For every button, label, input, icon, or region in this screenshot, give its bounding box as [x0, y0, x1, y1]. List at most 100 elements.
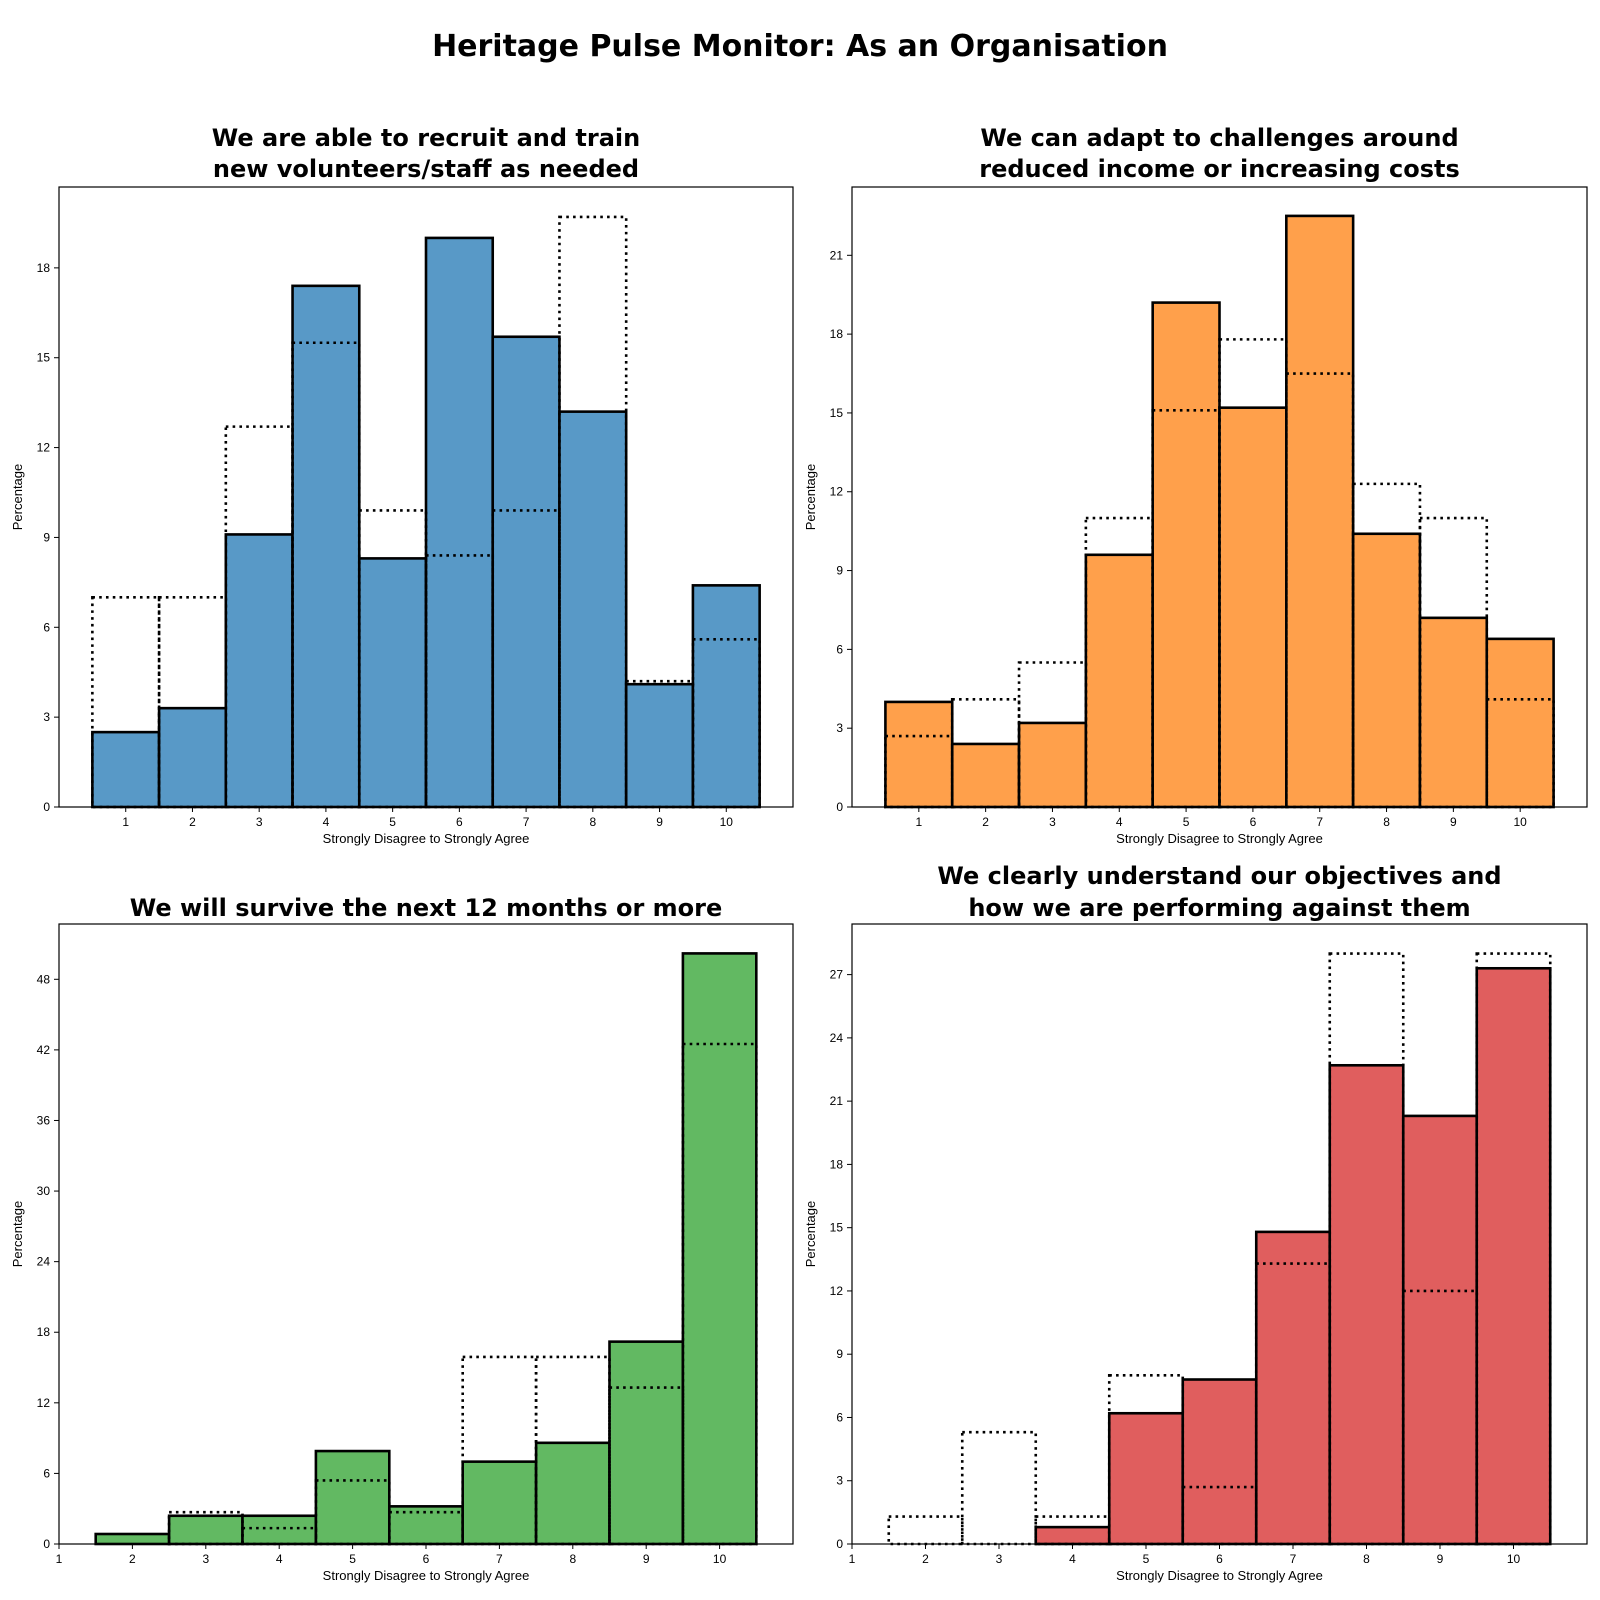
- panel-title-line: new volunteers/staff as needed: [213, 155, 639, 183]
- y-axis-label: Percentage: [10, 464, 25, 531]
- y-axis-label: Percentage: [803, 464, 818, 531]
- comparison-bar-6: [1218, 338, 1288, 809]
- x-tick-label: 7: [523, 815, 530, 829]
- x-tick-label: 8: [1383, 815, 1390, 829]
- comparison-bar-4: [291, 341, 361, 809]
- bar-7: [491, 335, 561, 809]
- bar-9: [608, 1340, 685, 1546]
- y-tick-label: 36: [37, 1113, 51, 1127]
- y-tick-label: 18: [37, 261, 51, 275]
- x-tick-label: 7: [1290, 1552, 1297, 1566]
- y-tick-label: 3: [836, 721, 843, 735]
- y-tick-label: 21: [830, 1094, 844, 1108]
- bar-10: [681, 952, 758, 1546]
- bar-9: [624, 682, 695, 809]
- panel-title-line: how we are performing against them: [968, 894, 1470, 922]
- bar-4: [1084, 553, 1154, 809]
- x-tick-label: 5: [349, 1552, 356, 1566]
- x-tick-label: 5: [1143, 1552, 1150, 1566]
- bars-current: [94, 952, 758, 1546]
- y-tick-label: 24: [37, 1255, 51, 1269]
- bar-4: [1034, 1525, 1111, 1546]
- x-tick-label: 10: [1507, 1552, 1521, 1566]
- bar-2: [94, 1532, 171, 1546]
- x-tick-label: 6: [423, 1552, 430, 1566]
- bar-10: [691, 584, 761, 809]
- bar-7: [461, 1460, 538, 1546]
- axes-frame: [851, 186, 1588, 808]
- bar-9: [1401, 1114, 1479, 1546]
- y-tick-label: 6: [43, 620, 50, 634]
- x-tick-label: 3: [202, 1552, 209, 1566]
- bar-8: [1351, 532, 1422, 809]
- x-tick-label: 10: [713, 1552, 727, 1566]
- x-tick-label: 6: [1250, 815, 1257, 829]
- x-tick-label: 2: [982, 815, 989, 829]
- x-tick-label: 9: [643, 1552, 650, 1566]
- y-tick-label: 12: [830, 1284, 844, 1298]
- x-tick-label: 2: [129, 1552, 136, 1566]
- bar-2: [157, 706, 228, 809]
- chart-panel-2: We can adapt to challenges around reduced…: [803, 124, 1588, 846]
- bar-6: [1218, 406, 1288, 809]
- x-tick-label: 4: [1116, 815, 1123, 829]
- bar-3: [1017, 721, 1088, 809]
- comparison-bar-7: [1285, 372, 1355, 809]
- y-tick-label: 9: [836, 564, 843, 578]
- y-tick-label: 12: [37, 1396, 51, 1410]
- y-tick-label: 12: [37, 441, 51, 455]
- bar-5: [314, 1449, 391, 1546]
- y-tick-label: 9: [43, 530, 50, 544]
- x-tick-label: 4: [1069, 1552, 1076, 1566]
- y-tick-label: 21: [830, 248, 844, 262]
- y-tick-label: 0: [43, 1537, 50, 1551]
- chart-panel-4: We clearly understand our objectives and…: [803, 862, 1588, 1583]
- bar-3: [167, 1514, 244, 1546]
- y-tick-label: 0: [836, 800, 843, 814]
- chart-panel-3: We will survive the next 12 months or mo…: [10, 894, 794, 1583]
- bar-5: [1151, 301, 1221, 809]
- bar-7: [1254, 1230, 1332, 1546]
- bar-8: [558, 410, 628, 809]
- panel-title-line: We can adapt to challenges around: [980, 124, 1458, 152]
- comparison-bar-2: [887, 1515, 964, 1546]
- bar-1: [884, 700, 954, 809]
- y-tick-label: 0: [836, 1537, 843, 1551]
- chart-panel-1: We are able to recruit and train new volu…: [10, 124, 794, 846]
- bar-8: [534, 1441, 611, 1546]
- x-axis-label: Strongly Disagree to Strongly Agree: [1116, 1568, 1323, 1583]
- comparison-bar-6: [424, 554, 495, 809]
- y-tick-label: 6: [43, 1466, 50, 1480]
- panel-title-line: reduced income or increasing costs: [979, 155, 1460, 183]
- x-axis-label: Strongly Disagree to Strongly Agree: [323, 1568, 530, 1583]
- bar-9: [1418, 616, 1489, 809]
- comparison-bar-8: [558, 215, 628, 809]
- panel-title-line: We will survive the next 12 months or mo…: [130, 894, 723, 922]
- x-tick-label: 3: [1049, 815, 1056, 829]
- x-tick-label: 1: [849, 1552, 856, 1566]
- x-tick-label: 1: [915, 815, 922, 829]
- y-tick-label: 15: [37, 351, 51, 365]
- x-axis-label: Strongly Disagree to Strongly Agree: [323, 831, 530, 846]
- comparison-bar-6: [387, 1510, 464, 1546]
- y-tick-label: 9: [836, 1347, 843, 1361]
- x-tick-label: 9: [1437, 1552, 1444, 1566]
- figure-title: Heritage Pulse Monitor: As an Organisati…: [432, 29, 1168, 64]
- comparison-bar-3: [960, 1430, 1038, 1546]
- y-tick-label: 18: [830, 1157, 844, 1171]
- x-tick-label: 1: [122, 815, 129, 829]
- bars-current: [91, 236, 761, 809]
- y-tick-label: 27: [830, 968, 844, 982]
- bar-6: [424, 236, 495, 809]
- x-tick-label: 5: [1183, 815, 1190, 829]
- x-tick-label: 2: [922, 1552, 929, 1566]
- x-tick-label: 8: [589, 815, 596, 829]
- x-tick-label: 4: [276, 1552, 283, 1566]
- x-tick-label: 4: [323, 815, 330, 829]
- y-tick-label: 24: [830, 1031, 844, 1045]
- x-tick-label: 1: [56, 1552, 63, 1566]
- x-tick-label: 10: [720, 815, 734, 829]
- bar-2: [950, 742, 1021, 809]
- y-axis-label: Percentage: [10, 1201, 25, 1268]
